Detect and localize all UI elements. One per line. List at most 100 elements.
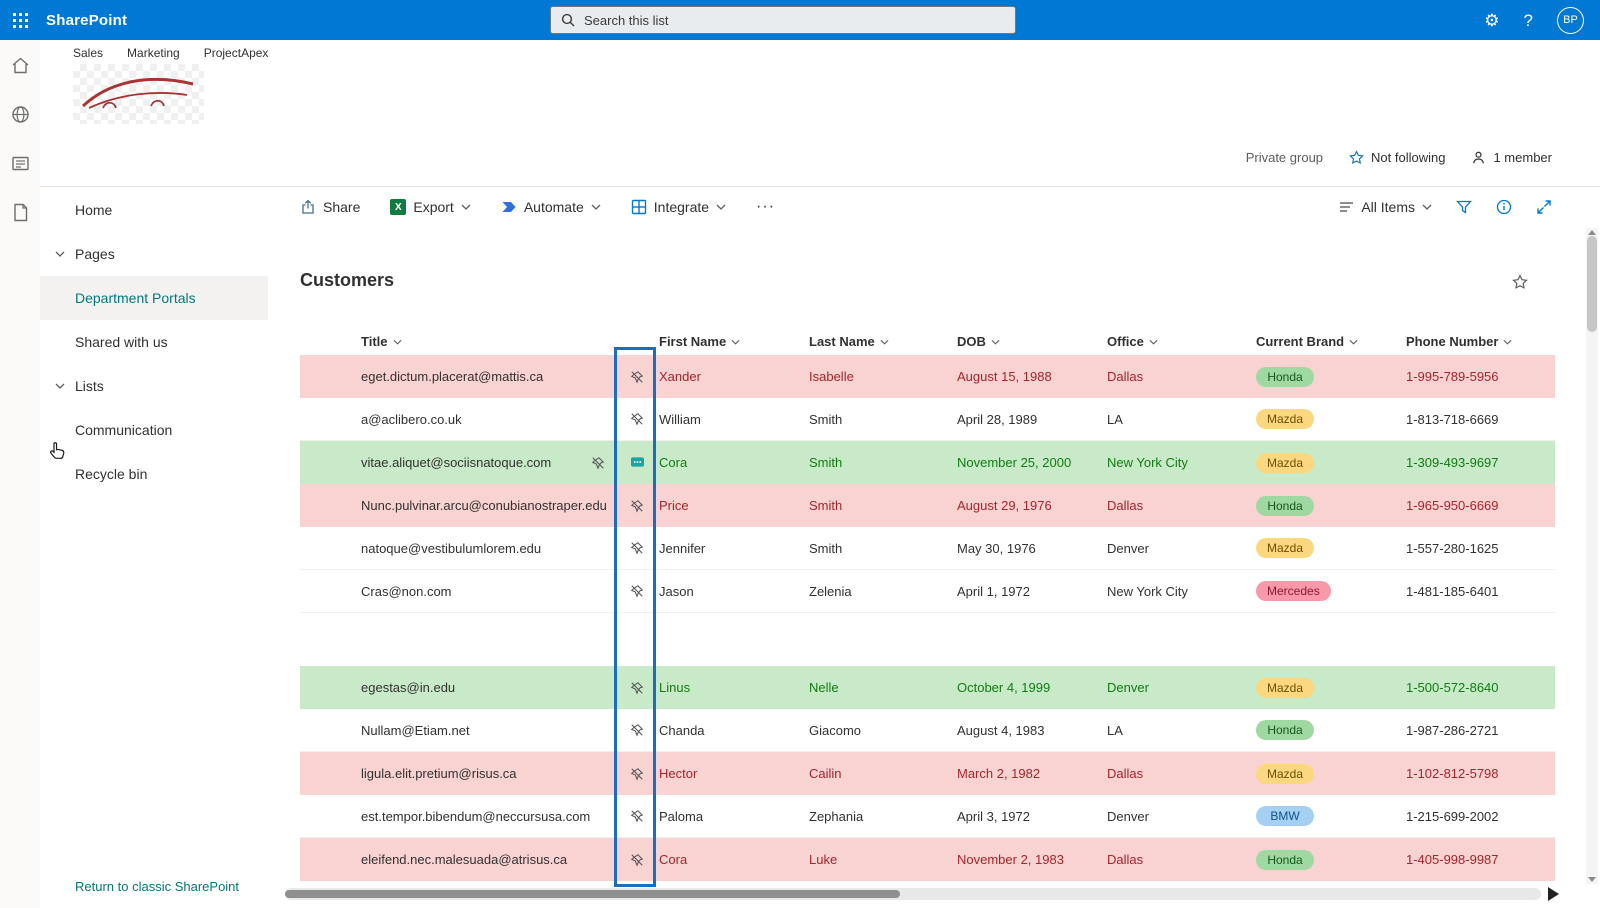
search-input[interactable]	[584, 12, 1005, 28]
cell-first-name[interactable]: Xander	[659, 369, 701, 384]
follow-button[interactable]: Not following	[1349, 150, 1445, 165]
horizontal-scrollbar-thumb[interactable]	[285, 890, 900, 898]
account-avatar[interactable]: BP	[1557, 6, 1584, 34]
row-pin-icon[interactable]	[630, 723, 644, 737]
sidebar-item-shared-with-us[interactable]: Shared with us	[40, 320, 268, 364]
chevron-down-icon[interactable]	[55, 251, 65, 257]
table-row[interactable]: egestas@in.edu Linus Nelle October 4, 19…	[300, 666, 1555, 709]
settings-gear-icon[interactable]: ⚙	[1484, 10, 1500, 30]
column-header-dob[interactable]: DOB	[957, 334, 1107, 349]
cell-office[interactable]: New York City	[1107, 583, 1188, 599]
vertical-scrollbar[interactable]	[1586, 228, 1598, 884]
brand-badge[interactable]: Mazda	[1256, 538, 1315, 558]
cell-first-name[interactable]: Hector	[659, 766, 698, 781]
cell-dob[interactable]: November 25, 2000	[957, 455, 1072, 470]
cell-last-name[interactable]: Giacomo	[809, 722, 862, 738]
return-to-classic-link[interactable]: Return to classic SharePoint	[75, 879, 240, 894]
waffle-icon[interactable]	[0, 0, 40, 40]
cell-phone[interactable]: 1-995-789-5956	[1406, 369, 1499, 384]
row-pin-icon[interactable]	[630, 809, 644, 823]
cell-last-name[interactable]: Smith	[809, 540, 843, 556]
customer-email[interactable]: Nunc.pulvinar.arcu@conubianostraper.edu	[361, 498, 607, 513]
brand-badge[interactable]: Honda	[1256, 849, 1314, 870]
cell-last-name[interactable]: Zephania	[809, 808, 864, 824]
cell-dob[interactable]: August 29, 1976	[957, 498, 1052, 513]
cell-dob[interactable]: May 30, 1976	[957, 540, 1036, 556]
cell-dob[interactable]: April 1, 1972	[957, 583, 1030, 599]
table-row[interactable]: Cras@non.com Jason Zelenia April 1, 1972…	[300, 570, 1555, 613]
brand-badge[interactable]: Honda	[1256, 720, 1314, 740]
brand-badge[interactable]: Mazda	[1256, 452, 1315, 473]
chevron-down-icon[interactable]	[55, 383, 65, 389]
sidebar-item-pages[interactable]: Pages	[40, 232, 268, 276]
info-icon[interactable]	[1496, 199, 1512, 215]
customer-email[interactable]: a@aclibero.co.uk	[361, 411, 462, 427]
cell-office[interactable]: New York City	[1107, 455, 1188, 470]
cell-last-name[interactable]: Cailin	[809, 766, 842, 781]
cell-first-name[interactable]: Price	[659, 498, 689, 513]
export-button[interactable]: X Export	[390, 199, 471, 215]
cell-last-name[interactable]: Nelle	[809, 680, 839, 695]
cell-last-name[interactable]: Luke	[809, 852, 838, 867]
cell-office[interactable]: LA	[1107, 411, 1123, 427]
customer-email[interactable]: vitae.aliquet@sociisnatoque.com	[361, 455, 552, 470]
cell-phone[interactable]: 1-405-998-9987	[1406, 852, 1499, 867]
cell-phone[interactable]: 1-215-699-2002	[1406, 808, 1499, 824]
table-row[interactable]: est.tempor.bibendum@neccursusa.com Palom…	[300, 795, 1555, 838]
cell-dob[interactable]: April 3, 1972	[957, 808, 1030, 824]
cell-phone[interactable]: 1-102-812-5798	[1406, 766, 1499, 781]
expand-icon[interactable]	[1536, 199, 1552, 215]
cell-first-name[interactable]: Paloma	[659, 808, 704, 824]
cell-dob[interactable]: October 4, 1999	[957, 680, 1051, 695]
table-row[interactable]: eleifend.nec.malesuada@atrisus.ca Cora L…	[300, 838, 1555, 881]
cell-last-name[interactable]: Smith	[809, 455, 843, 470]
cell-first-name[interactable]: Linus	[659, 680, 691, 695]
cell-dob[interactable]: April 28, 1989	[957, 411, 1038, 427]
cell-dob[interactable]: August 4, 1983	[957, 722, 1045, 738]
customer-email[interactable]: ligula.elit.pretium@risus.ca	[361, 766, 517, 781]
tab-projectapex[interactable]: ProjectApex	[203, 46, 269, 60]
cell-dob[interactable]: March 2, 1982	[957, 766, 1041, 781]
table-row[interactable]: Nullam@Etiam.net Chanda Giacomo August 4…	[300, 709, 1555, 752]
scroll-right-arrow[interactable]	[1548, 887, 1559, 901]
share-button[interactable]: Share	[300, 199, 360, 215]
cell-first-name[interactable]: Jennifer	[659, 540, 706, 556]
document-icon[interactable]	[10, 202, 31, 223]
cell-office[interactable]: Denver	[1107, 808, 1149, 824]
row-pin-icon[interactable]	[630, 853, 644, 867]
comment-icon[interactable]	[630, 456, 645, 469]
cell-office[interactable]: Dallas	[1107, 852, 1144, 867]
brand-badge[interactable]: Mazda	[1256, 677, 1315, 698]
brand-badge[interactable]: Honda	[1256, 366, 1314, 387]
cell-dob[interactable]: November 2, 1983	[957, 852, 1064, 867]
sites-icon[interactable]	[10, 153, 31, 174]
suite-search-box[interactable]	[550, 6, 1016, 34]
tab-marketing[interactable]: Marketing	[127, 46, 180, 60]
row-pin-icon[interactable]	[630, 681, 644, 695]
cell-office[interactable]: Dallas	[1107, 766, 1144, 781]
sidebar-item-recycle-bin[interactable]: Recycle bin	[40, 452, 268, 496]
brand-badge[interactable]: Mazda	[1256, 763, 1315, 784]
cell-phone[interactable]: 1-500-572-8640	[1406, 680, 1499, 695]
cell-office[interactable]: Denver	[1107, 540, 1149, 556]
table-row[interactable]: a@aclibero.co.uk William Smith April 28,…	[300, 398, 1555, 441]
brand-badge[interactable]: Mercedes	[1256, 581, 1331, 601]
sidebar-item-communication[interactable]: Communication	[40, 408, 268, 452]
customer-email[interactable]: Cras@non.com	[361, 583, 452, 599]
cell-phone[interactable]: 1-965-950-6669	[1406, 498, 1499, 513]
customer-email[interactable]: eleifend.nec.malesuada@atrisus.ca	[361, 852, 568, 867]
column-header-phone-number[interactable]: Phone Number	[1406, 334, 1555, 349]
customer-email[interactable]: est.tempor.bibendum@neccursusa.com	[361, 808, 591, 824]
column-header-first-name[interactable]: First Name	[659, 334, 809, 349]
sidebar-item-department-portals[interactable]: Department Portals	[40, 276, 268, 320]
row-pin-icon[interactable]	[630, 767, 644, 781]
cell-last-name[interactable]: Zelenia	[809, 583, 852, 599]
filter-icon[interactable]	[1456, 200, 1472, 214]
cell-last-name[interactable]: Isabelle	[809, 369, 854, 384]
globe-icon[interactable]	[10, 104, 31, 125]
column-header-office[interactable]: Office	[1107, 334, 1256, 349]
cell-office[interactable]: Dallas	[1107, 369, 1144, 384]
cell-phone[interactable]: 1-813-718-6669	[1406, 411, 1499, 427]
cell-office[interactable]: LA	[1107, 722, 1123, 738]
vertical-scrollbar-thumb[interactable]	[1587, 236, 1597, 332]
